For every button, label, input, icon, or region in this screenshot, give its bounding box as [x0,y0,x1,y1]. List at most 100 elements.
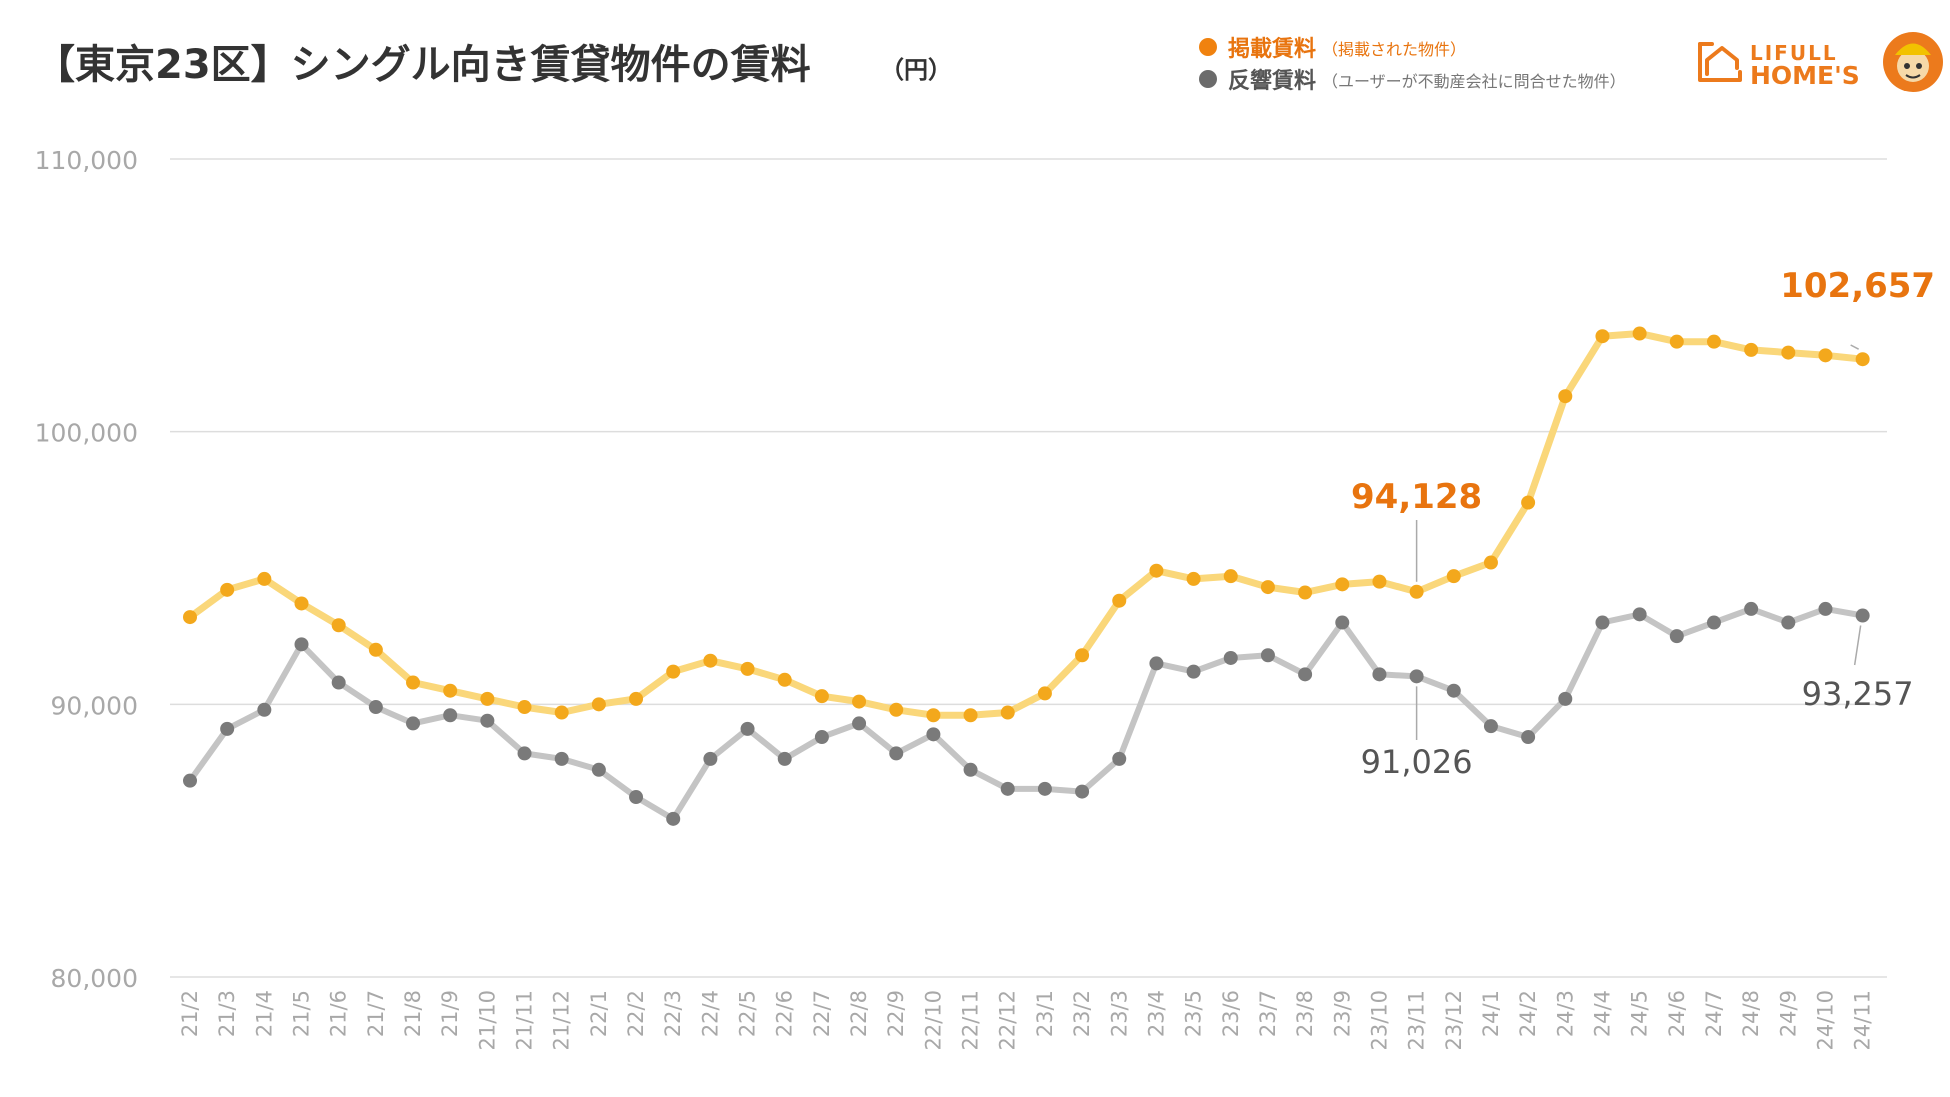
series [183,326,1870,826]
inquiry-rent-point [406,716,421,731]
x-tick-label: 22/7 [810,990,834,1037]
inquiry-rent-point [740,721,755,736]
inquiry-rent-point [1409,669,1424,684]
listed-rent-point [1744,342,1759,357]
inquiry-rent-point [331,675,346,690]
listed-rent-point [1112,593,1127,608]
inquiry-rent-point [1186,664,1201,679]
legend-listed-note: （掲載された物件） [1322,40,1466,59]
inquiry-rent-point [1112,751,1127,766]
listed-rent-point [1595,329,1610,344]
listed-rent-point [1000,705,1015,720]
legend-inquiry-marker [1199,70,1217,88]
listed-rent-point [406,675,421,690]
annotation-leader [1850,344,1859,350]
x-tick-label: 21/12 [550,990,574,1051]
listed-rent-point [1335,577,1350,592]
annotation-label: 93,257 [1802,675,1914,713]
inquiry-rent-point [257,702,272,717]
x-axis: 21/2 21/3 21/4 21/5 21/6 21/7 21/8 21/9 21/10 21/… [178,990,1875,1051]
x-tick-label: 21/11 [513,990,537,1051]
listed-rent-point [443,683,458,698]
legend-listed-label: 掲載賃料 [1228,36,1316,62]
listed-rent-point [480,691,495,706]
inquiry-rent-point [1706,615,1721,630]
listed-rent-point [777,672,792,687]
x-tick-label: 22/9 [884,990,908,1037]
logo-line1: LIFULL [1750,41,1838,65]
x-tick-label: 23/12 [1442,990,1466,1051]
inquiry-rent-point [852,716,867,731]
x-tick-label: 24/4 [1590,990,1614,1037]
x-tick-label: 23/6 [1219,990,1243,1037]
listed-rent-point [591,697,606,712]
chart-title: 【東京23区】シングル向き賃貸物件の賃料 （円） [35,42,952,88]
x-tick-label: 21/9 [438,990,462,1037]
listed-rent-point [1075,648,1090,663]
inquiry-rent-point [1483,719,1498,734]
inquiry-rent-point [1335,615,1350,630]
series-inquiry-rent [183,601,1870,826]
inquiry-rent-point [480,713,495,728]
inquiry-rent-point [1744,601,1759,616]
listed-rent-point [368,642,383,657]
legend: 掲載賃料 （掲載された物件） 反響賃料 （ユーザーが不動産会社に問合せた物件） [1199,36,1626,94]
x-tick-label: 24/10 [1813,990,1837,1051]
listed-rent-point [294,596,309,611]
x-tick-label: 22/2 [624,990,648,1037]
inquiry-rent-point [1558,691,1573,706]
inquiry-rent-point [1372,667,1387,682]
x-tick-label: 22/4 [698,990,722,1037]
inquiry-rent-point [591,762,606,777]
grid [170,158,1887,978]
listed-rent-point [1818,348,1833,363]
inquiry-rent-point [1149,656,1164,671]
inquiry-rent-point [1298,667,1313,682]
inquiry-rent-point [963,762,978,777]
x-tick-label: 22/10 [921,990,945,1051]
listed-rent-point [183,610,197,625]
x-tick-label: 24/2 [1516,990,1540,1037]
inquiry-rent-point [1037,781,1052,796]
y-axis: 80,000 90,000 100,000 110,000 [35,146,138,993]
listed-rent-point [1037,686,1052,701]
listed-rent-point [1855,352,1870,367]
listed-rent-point [1260,580,1275,595]
listed-rent-point [517,700,532,715]
inquiry-rent-point [1632,607,1647,622]
x-tick-label: 22/12 [996,990,1020,1051]
x-tick-label: 23/11 [1405,990,1429,1051]
inquiry-rent-point [1446,683,1461,698]
listed-rent-point [1298,585,1313,600]
inquiry-rent-point [1521,730,1536,745]
x-tick-label: 24/11 [1851,990,1875,1051]
annotation-label: 94,128 [1351,477,1482,517]
x-tick-label: 23/5 [1182,990,1206,1037]
inquiry-rent-point [554,751,569,766]
annotation-label: 102,657 [1780,266,1935,306]
listed-rent-point [1521,495,1536,510]
listed-rent-point [1409,584,1424,599]
inquiry-rent-point [666,811,681,826]
x-tick-label: 24/1 [1479,990,1503,1037]
legend-listed-marker [1199,38,1217,56]
legend-inquiry-note: （ユーザーが不動産会社に問合せた物件） [1322,72,1626,91]
chart-title-text: 【東京23区】シングル向き賃貸物件の賃料 [35,42,811,88]
x-tick-label: 23/9 [1330,990,1354,1037]
x-tick-label: 24/9 [1776,990,1800,1037]
inquiry-rent-point [814,730,829,745]
inquiry-rent-point [220,721,235,736]
x-tick-label: 21/6 [327,990,351,1037]
listed-rent-point [331,618,346,633]
x-tick-label: 23/8 [1293,990,1317,1037]
inquiry-rent-point [1669,629,1684,644]
y-tick-label: 80,000 [51,964,138,993]
house-icon [1698,42,1742,82]
inquiry-rent-point [517,746,532,761]
listed-rent-point [926,708,941,723]
x-tick-label: 21/8 [401,990,425,1037]
x-tick-label: 24/6 [1665,990,1689,1037]
inquiry-rent-point [889,746,904,761]
listed-rent-point [889,702,904,717]
annotation-leader [1853,625,1862,666]
